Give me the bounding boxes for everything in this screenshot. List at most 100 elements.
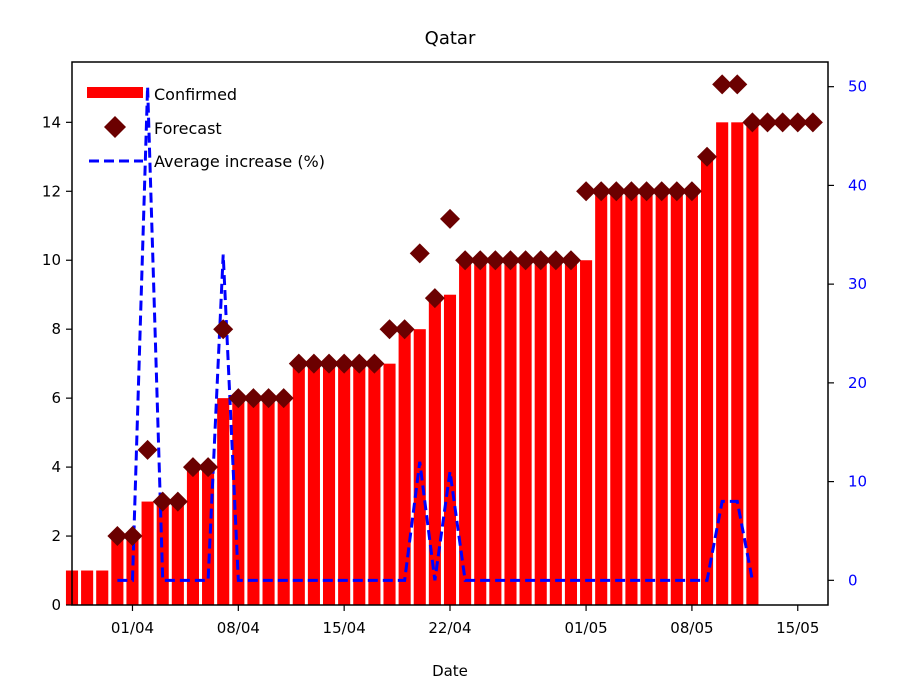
x-tick-label: 01/05 <box>564 619 607 637</box>
forecast-marker <box>288 353 309 374</box>
forecast-marker <box>606 181 627 202</box>
forecast-marker <box>545 250 566 271</box>
forecast-marker <box>697 146 718 167</box>
chart-title: Qatar <box>425 28 476 49</box>
confirmed-bar <box>322 363 336 605</box>
y2-tick-label: 40 <box>848 176 867 194</box>
forecast-marker <box>757 112 778 133</box>
forecast-marker <box>394 319 415 340</box>
confirmed-bar <box>338 363 351 605</box>
y2-tick-label: 0 <box>848 571 858 589</box>
forecast-marker <box>379 319 400 340</box>
confirmed-bar <box>534 260 547 605</box>
confirmed-bar <box>262 398 275 605</box>
confirmed-bar <box>519 260 532 605</box>
y-tick-label: 0 <box>51 596 61 614</box>
average-increase-series-line <box>117 86 754 582</box>
y-tick-label: 14 <box>42 113 61 131</box>
forecast-marker <box>440 208 460 229</box>
y-tick-label: 10 <box>42 251 61 269</box>
forecast-marker <box>681 181 702 202</box>
legend-forecast-label: Forecast <box>154 119 222 138</box>
forecast-markers <box>107 74 823 547</box>
forecast-marker <box>349 353 370 374</box>
forecast-marker <box>319 353 340 374</box>
confirmed-bar <box>398 329 411 605</box>
legend-confirmed-swatch <box>87 87 143 98</box>
y-tick-label: 4 <box>51 458 61 476</box>
forecast-marker <box>409 243 430 264</box>
forecast-marker <box>515 250 536 271</box>
confirmed-bar <box>428 294 441 605</box>
forecast-marker <box>636 181 657 202</box>
confirmed-bar <box>549 260 562 605</box>
forecast-marker <box>243 388 264 409</box>
confirmed-bar <box>292 363 305 605</box>
forecast-marker <box>530 250 551 271</box>
forecast-marker <box>560 250 581 271</box>
confirmed-bar <box>111 536 124 605</box>
confirmed-bar <box>670 191 683 606</box>
forecast-marker <box>802 112 823 133</box>
x-tick-label: 08/05 <box>670 619 713 637</box>
confirmed-bars <box>65 122 759 606</box>
axes: 0 2 4 6 8 10 12 14 0 10 20 30 40 50 01/04 08/04 15/04 22/… <box>42 61 867 637</box>
forecast-marker <box>334 353 355 374</box>
forecast-marker <box>303 353 324 374</box>
confirmed-bar <box>580 260 593 605</box>
forecast-marker <box>470 250 491 271</box>
forecast-marker <box>213 319 234 340</box>
confirmed-bar <box>96 570 109 605</box>
average-increase-line <box>117 86 754 582</box>
forecast-marker <box>742 112 763 133</box>
y2-tick-label: 30 <box>848 275 867 293</box>
confirmed-bar <box>277 398 290 605</box>
forecast-marker <box>666 181 687 202</box>
forecast-marker <box>364 353 385 374</box>
x-tick-label: 08/04 <box>217 619 260 637</box>
forecast-marker <box>651 181 672 202</box>
forecast-marker <box>228 388 249 409</box>
forecast-marker <box>485 250 506 271</box>
confirmed-bar <box>232 398 245 605</box>
confirmed-bar <box>217 398 230 605</box>
confirmed-bar <box>504 260 517 605</box>
confirmed-bar <box>610 191 623 606</box>
confirmed-bar <box>625 191 638 606</box>
forecast-marker <box>727 74 748 95</box>
confirmed-bar <box>731 122 744 605</box>
forecast-marker <box>182 457 203 478</box>
confirmed-bar <box>685 191 698 606</box>
confirmed-bar <box>700 156 714 605</box>
y-tick-label: 12 <box>42 182 61 200</box>
confirmed-bar <box>640 191 653 606</box>
confirmed-bar <box>595 191 608 606</box>
legend-forecast-marker <box>104 116 126 138</box>
forecast-marker <box>455 250 476 271</box>
confirmed-bar <box>564 260 578 605</box>
x-tick-label: 15/04 <box>323 619 366 637</box>
forecast-marker <box>772 112 793 133</box>
y-tick-label: 6 <box>51 389 61 407</box>
forecast-marker <box>712 74 733 95</box>
forecast-marker <box>621 181 642 202</box>
confirmed-bar <box>655 191 668 606</box>
forecast-marker <box>137 439 158 460</box>
x-tick-label: 15/05 <box>776 619 819 637</box>
forecast-marker <box>258 388 279 409</box>
x-tick-label: 01/04 <box>111 619 154 637</box>
y2-tick-label: 50 <box>848 78 867 96</box>
forecast-marker <box>107 526 128 547</box>
confirmed-bar <box>716 122 729 605</box>
confirmed-bar <box>353 363 366 605</box>
forecast-marker <box>198 457 219 478</box>
confirmed-bar <box>171 501 184 605</box>
forecast-marker <box>273 388 294 409</box>
forecast-marker <box>424 288 445 309</box>
confirmed-bar <box>746 122 759 605</box>
y-tick-label: 2 <box>51 527 61 545</box>
confirmed-bar <box>489 260 502 605</box>
x-tick-label: 22/04 <box>428 619 471 637</box>
legend: Confirmed Forecast Average increase (%) <box>87 85 325 171</box>
